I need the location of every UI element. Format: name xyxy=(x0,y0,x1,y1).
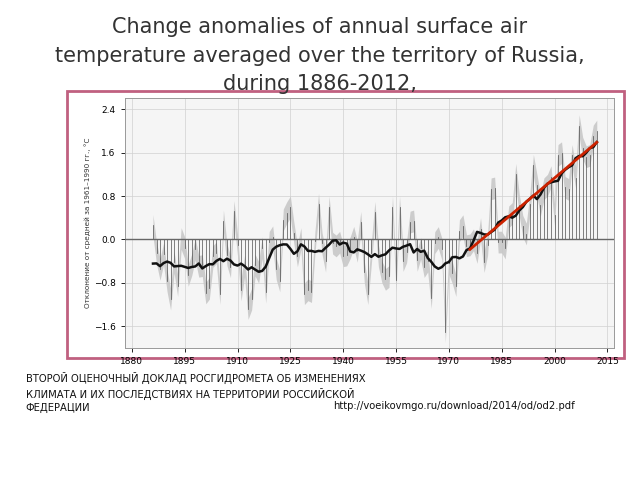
Text: http://voeikovmgo.ru/download/2014/od/od2.pdf: http://voeikovmgo.ru/download/2014/od/od… xyxy=(333,401,575,411)
Text: temperature averaged over the territory of Russia,: temperature averaged over the territory … xyxy=(55,46,585,66)
Text: Change anomalies of annual surface air: Change anomalies of annual surface air xyxy=(113,17,527,37)
Text: during 1886-2012,: during 1886-2012, xyxy=(223,74,417,95)
Text: ВТОРОЙ ОЦЕНОЧНЫЙ ДОКЛАД РОСГИДРОМЕТА ОБ ИЗМЕНЕНИЯХ
КЛИМАТА И ИХ ПОСЛЕДСТВИЯХ НА : ВТОРОЙ ОЦЕНОЧНЫЙ ДОКЛАД РОСГИДРОМЕТА ОБ … xyxy=(26,372,365,413)
Y-axis label: Отклонение от средней за 1961–1990 гг., °C: Отклонение от средней за 1961–1990 гг., … xyxy=(84,138,91,309)
